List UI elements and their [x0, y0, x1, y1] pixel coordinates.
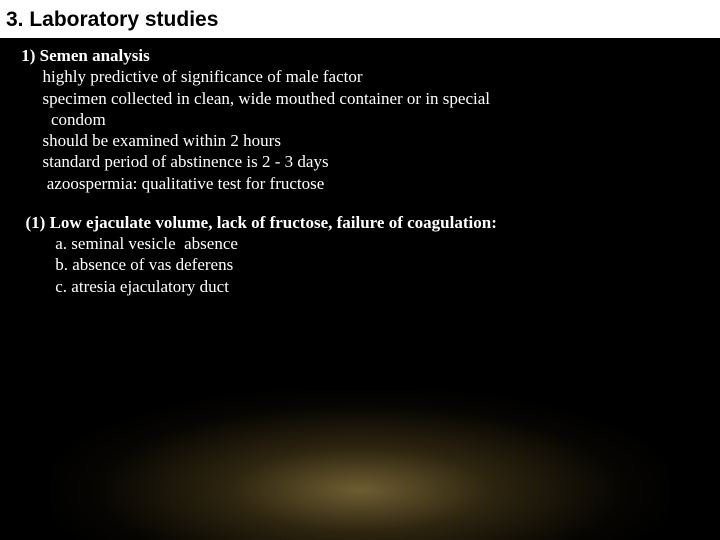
slide-content: 1) Semen analysis highly predictive of s…	[0, 39, 720, 297]
section-2-title: (1) Low ejaculate volume, lack of fructo…	[0, 212, 720, 233]
slide-heading: 3. Laboratory studies	[0, 0, 720, 39]
slide: 3. Laboratory studies 1) Semen analysis …	[0, 0, 720, 540]
spacer	[0, 194, 720, 212]
section-2-line-c: c. atresia ejaculatory duct	[0, 276, 720, 297]
section-1-title: 1) Semen analysis	[0, 45, 720, 66]
section-2-line-a: a. seminal vesicle absence	[0, 233, 720, 254]
section-1-line-1: highly predictive of significance of mal…	[0, 66, 720, 87]
section-1-line-2: specimen collected in clean, wide mouthe…	[0, 88, 720, 109]
section-1-line-4: should be examined within 2 hours	[0, 130, 720, 151]
spotlight-glow	[50, 390, 670, 540]
section-1-line-3: condom	[0, 109, 720, 130]
section-1-line-5: standard period of abstinence is 2 - 3 d…	[0, 151, 720, 172]
section-2-line-b: b. absence of vas deferens	[0, 254, 720, 275]
section-1-line-6: azoospermia: qualitative test for fructo…	[0, 173, 720, 194]
